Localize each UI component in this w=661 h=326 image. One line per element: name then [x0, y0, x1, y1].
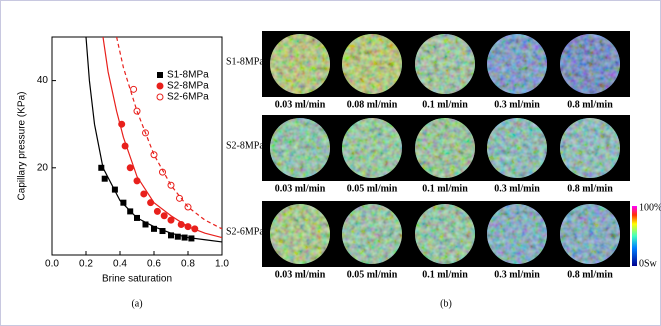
chart-a: 0.0 0.2 0.4 0.6 0.8 1.0 20 40 Brine saturation Ca… — [17, 36, 229, 309]
image-label: 0.1 ml/min — [422, 183, 468, 194]
y-tick-label: 20 — [37, 162, 49, 173]
point — [133, 107, 141, 115]
image-label: 0.03 ml/min — [275, 99, 326, 110]
saturation-texture — [415, 34, 475, 94]
point — [147, 199, 155, 207]
legend-marker — [156, 82, 164, 90]
point — [150, 151, 158, 159]
colorbar — [632, 206, 637, 266]
legend-label: S1-8MPa — [167, 70, 209, 81]
point — [188, 235, 195, 242]
saturation-texture — [415, 118, 475, 178]
point — [168, 232, 174, 239]
point — [151, 225, 157, 232]
saturation-texture — [560, 118, 620, 178]
image-label: 0.1 ml/min — [422, 269, 468, 280]
saturation-texture — [270, 204, 330, 264]
point — [111, 186, 118, 193]
y-tick-label: 40 — [37, 75, 49, 86]
point — [174, 233, 181, 240]
point — [153, 207, 161, 215]
point — [133, 177, 141, 185]
image-label: 0.3 ml/min — [494, 183, 540, 194]
point — [177, 220, 185, 228]
image-label: 0.8 ml/min — [567, 269, 613, 280]
saturation-texture — [487, 118, 547, 178]
saturation-texture — [342, 118, 402, 178]
plot-frame — [51, 36, 223, 256]
image-label: 0.3 ml/min — [494, 99, 540, 110]
x-tick-label: 0.8 — [181, 259, 195, 270]
point — [159, 168, 166, 176]
caption: (a) — [131, 298, 142, 309]
x-tick-label: 0.2 — [79, 259, 93, 270]
saturation-texture — [342, 204, 402, 264]
row-label: S2-8MPa — [226, 140, 264, 151]
saturation-texture — [487, 204, 547, 264]
x-tick-label: 0.6 — [147, 259, 161, 270]
saturation-texture — [270, 34, 330, 94]
saturation-texture — [560, 204, 620, 264]
image-label: 0.3 ml/min — [494, 269, 540, 280]
saturation-texture — [560, 34, 620, 94]
fit-curve — [116, 37, 222, 230]
point — [126, 164, 134, 172]
legend-label: S2-8MPa — [167, 81, 209, 92]
saturation-texture — [487, 34, 547, 94]
image-label: 0.08 ml/min — [347, 99, 398, 110]
point — [181, 234, 188, 241]
point — [130, 85, 138, 93]
point — [142, 129, 149, 137]
point — [142, 221, 149, 228]
plot-area — [85, 37, 222, 243]
row-label: S1-8MPa — [226, 56, 264, 67]
colorbar-bottom: 0Sw — [639, 258, 658, 269]
x-tick-label: 1.0 — [215, 259, 229, 270]
image-label: 0.03 ml/min — [275, 269, 326, 280]
legend-marker — [157, 72, 163, 78]
point — [176, 194, 183, 202]
legend-label: S2-6MPa — [167, 92, 209, 103]
caption: (b) — [440, 298, 452, 309]
image-label: 0.8 ml/min — [567, 99, 613, 110]
point — [98, 164, 105, 171]
saturation-texture — [415, 204, 475, 264]
point — [167, 181, 175, 189]
point — [127, 208, 134, 215]
point — [134, 214, 140, 221]
y-axis-label: Capillary pressure (KPa) — [17, 92, 28, 201]
image-label: 0.03 ml/min — [275, 183, 326, 194]
point — [184, 223, 192, 231]
image-label: 0.1 ml/min — [422, 99, 468, 110]
point — [118, 120, 126, 128]
legend-marker — [156, 93, 164, 101]
x-axis-label: Brine saturation — [102, 274, 172, 285]
saturation-texture — [270, 118, 330, 178]
point — [191, 225, 199, 233]
point — [101, 175, 108, 182]
point — [121, 142, 129, 150]
image-label: 0.05 ml/min — [347, 183, 398, 194]
point — [159, 228, 166, 235]
point — [160, 212, 168, 220]
x-tick-label: 0.4 — [113, 259, 127, 270]
saturation-texture — [342, 34, 402, 94]
image-label: 0.8 ml/min — [567, 183, 613, 194]
colorbar-top: 100%Sw — [639, 202, 661, 213]
x-tick-label: 0.0 — [45, 259, 59, 270]
point — [120, 199, 127, 206]
point — [167, 216, 175, 224]
row-label: S2-6MPa — [226, 226, 264, 237]
point — [140, 190, 148, 198]
image-label: 0.05 ml/min — [347, 269, 398, 280]
point — [184, 203, 192, 211]
panel-b: S1-8MPa 0.03 ml/min 0.08 ml/min 0.1 ml/min 0… — [226, 31, 661, 309]
